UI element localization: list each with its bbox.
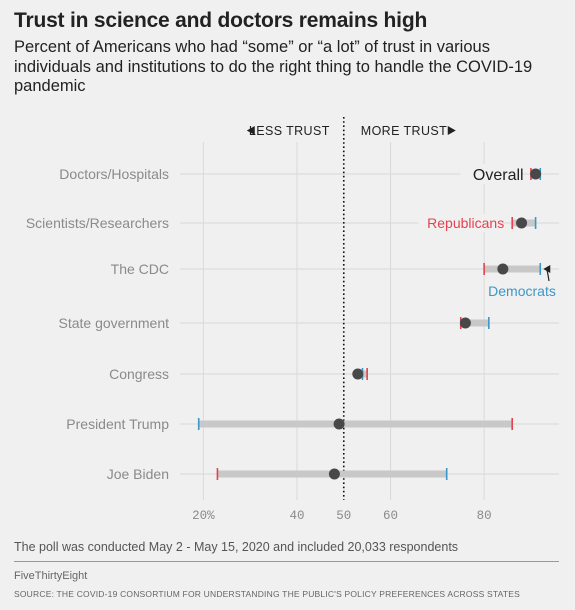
overall-annotation: Overall [473, 167, 524, 184]
x-tick-label: 40 [289, 509, 304, 523]
source-label: SOURCE: THE COVID-19 CONSORTIUM FOR UNDE… [14, 589, 520, 599]
category-label: The CDC [111, 261, 169, 277]
overall-dot [459, 317, 471, 329]
category-label: Congress [109, 366, 169, 382]
left-arrow-icon [246, 126, 255, 135]
less-trust-label: LESS TRUST [249, 124, 330, 138]
overall-dot [352, 368, 364, 380]
overall-dot [333, 418, 345, 430]
overall-dot [530, 168, 542, 180]
overall-dot [516, 217, 528, 229]
overall-dot [497, 263, 509, 275]
x-tick-label: 60 [383, 509, 398, 523]
democrats-pointer-arrowhead [543, 265, 551, 273]
chart-title: Trust in science and doctors remains hig… [14, 9, 428, 32]
category-label: President Trump [66, 416, 169, 432]
republicans-annotation-bg [418, 214, 503, 232]
dot-range-chart: Doctors/Hospitals Scientists/Researchers T… [26, 117, 559, 523]
overall-annotation-bg [460, 164, 521, 184]
republicans-annotation: Republicans [427, 215, 504, 231]
more-trust-label: MORE TRUST [361, 124, 447, 138]
right-arrow-icon [447, 126, 456, 135]
footer-divider [14, 561, 559, 562]
brand-label: FiveThirtyEight [14, 570, 88, 582]
category-label: Doctors/Hospitals [59, 166, 169, 182]
category-label: Joe Biden [107, 466, 169, 482]
poll-note: The poll was conducted May 2 - May 15, 2… [14, 540, 459, 554]
overall-dot [328, 468, 340, 480]
x-tick-label: 80 [477, 509, 492, 523]
category-label: Scientists/Researchers [26, 215, 169, 231]
x-tick-label: 50 [336, 509, 351, 523]
chart-subtitle: Percent of Americans who had “some” or “… [14, 38, 533, 95]
democrats-annotation: Democrats [488, 283, 556, 299]
category-label: State government [58, 315, 169, 331]
x-tick-label: 20% [192, 509, 215, 523]
